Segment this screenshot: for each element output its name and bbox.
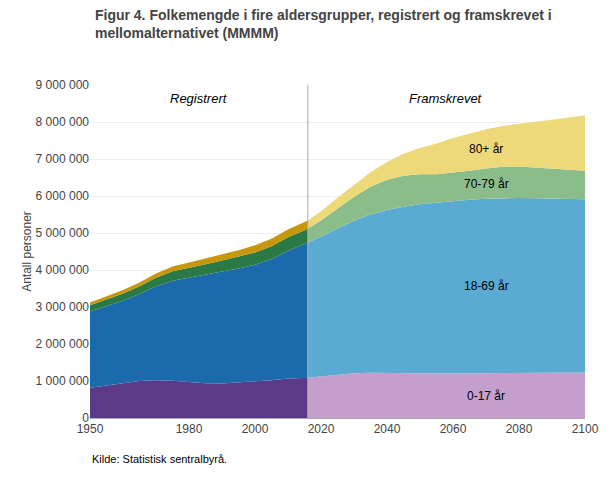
svg-text:4 000 000: 4 000 000 xyxy=(36,263,90,277)
svg-text:0: 0 xyxy=(82,411,89,425)
svg-text:Framskrevet: Framskrevet xyxy=(409,91,483,106)
svg-text:2000: 2000 xyxy=(242,422,269,436)
svg-text:2100: 2100 xyxy=(572,422,599,436)
svg-text:2040: 2040 xyxy=(374,422,401,436)
svg-text:Registrert: Registrert xyxy=(170,91,228,106)
svg-text:Figur 4. Folkemengde i fire al: Figur 4. Folkemengde i fire aldersgruppe… xyxy=(95,7,552,41)
svg-text:2060: 2060 xyxy=(440,422,467,436)
svg-text:3 000 000: 3 000 000 xyxy=(36,300,90,314)
svg-text:0-17 år: 0-17 år xyxy=(467,389,505,403)
svg-text:70-79 år: 70-79 år xyxy=(464,177,509,191)
svg-text:1980: 1980 xyxy=(176,422,203,436)
svg-text:18-69 år: 18-69 år xyxy=(464,279,509,293)
svg-text:Kilde: Statistisk sentralbyrå.: Kilde: Statistisk sentralbyrå. xyxy=(92,453,227,465)
svg-text:80+ år: 80+ år xyxy=(469,142,503,156)
svg-text:5 000 000: 5 000 000 xyxy=(36,226,90,240)
svg-text:9 000 000: 9 000 000 xyxy=(36,78,90,92)
svg-text:6 000 000: 6 000 000 xyxy=(36,189,90,203)
svg-text:1950: 1950 xyxy=(77,422,104,436)
svg-text:7 000 000: 7 000 000 xyxy=(36,152,90,166)
svg-text:Antall personer: Antall personer xyxy=(20,211,34,292)
svg-text:8 000 000: 8 000 000 xyxy=(36,115,90,129)
svg-text:2080: 2080 xyxy=(506,422,533,436)
svg-text:2 000 000: 2 000 000 xyxy=(36,337,90,351)
svg-text:2020: 2020 xyxy=(308,422,335,436)
svg-text:1 000 000: 1 000 000 xyxy=(36,374,90,388)
